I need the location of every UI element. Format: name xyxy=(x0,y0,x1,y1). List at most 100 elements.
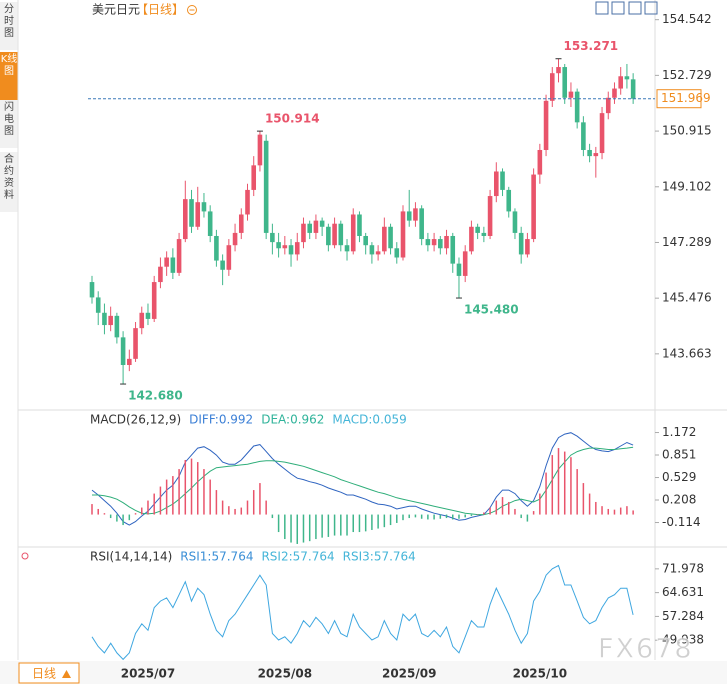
candle-body xyxy=(270,232,275,243)
candle-body xyxy=(506,189,512,212)
annotation: 153.271 xyxy=(564,39,619,53)
tool-icon[interactable] xyxy=(644,1,658,15)
candle-body xyxy=(238,214,244,233)
candle-body xyxy=(133,328,138,359)
indicator-icon[interactable] xyxy=(21,552,29,560)
macd-bar xyxy=(371,514,373,530)
candle-body xyxy=(226,245,232,270)
macd-bar xyxy=(408,514,410,519)
macd-bar xyxy=(526,514,529,522)
period-arrow xyxy=(62,670,71,678)
macd-bar xyxy=(252,490,255,515)
macd-bar xyxy=(427,514,429,520)
candle-body xyxy=(344,245,350,252)
candle-body xyxy=(319,220,325,227)
macd-bar xyxy=(221,500,224,515)
x-tick-label: 2025/10 xyxy=(513,667,567,681)
macd-bar xyxy=(545,472,547,515)
macd-bar xyxy=(563,451,566,515)
candle-body xyxy=(624,76,630,80)
macd-bar xyxy=(420,514,423,519)
tab-kline[interactable]: K线图 xyxy=(0,52,18,100)
candle-body xyxy=(207,211,213,236)
candle-body xyxy=(487,196,493,236)
legend-item: RSI2:57.764 xyxy=(261,550,334,564)
macd-bar xyxy=(302,514,305,543)
macd-bar xyxy=(476,514,479,516)
candle-body xyxy=(214,235,219,261)
candle-body xyxy=(388,226,393,249)
macd-bar xyxy=(172,476,174,515)
macd-bar xyxy=(97,508,99,515)
candle-body xyxy=(450,235,456,264)
y-tick-label: 143.663 xyxy=(662,346,712,360)
macd-bar xyxy=(613,509,616,515)
candle-body xyxy=(512,211,518,233)
macd-bar xyxy=(570,457,572,515)
candle-body xyxy=(245,189,250,215)
candle-body xyxy=(158,266,163,283)
tool-icon[interactable] xyxy=(595,1,609,15)
candle-body xyxy=(201,202,207,212)
candle-body xyxy=(102,312,107,326)
macd-bar xyxy=(333,514,336,536)
annotation: 145.480 xyxy=(464,303,519,317)
macd-bar xyxy=(539,493,541,515)
macd-bar xyxy=(352,514,354,533)
annotation: 142.680 xyxy=(128,389,183,403)
macd-bar xyxy=(141,507,143,515)
macd-bar xyxy=(464,514,466,518)
candle-body xyxy=(357,214,362,236)
macd-bar xyxy=(595,501,597,515)
candle-body xyxy=(350,214,356,252)
legend-item: RSI1:57.764 xyxy=(180,550,253,564)
candle-body xyxy=(568,91,574,98)
macd-bar xyxy=(240,507,243,515)
candle-body xyxy=(543,100,549,150)
tab-flash[interactable]: 闪电图 xyxy=(0,100,18,148)
macd-bar xyxy=(259,483,261,515)
x-tick-label: 2025/09 xyxy=(382,667,436,681)
candle-body xyxy=(475,226,480,233)
macd-bar xyxy=(91,504,93,515)
macd-bar xyxy=(588,493,591,515)
last-price-box xyxy=(656,89,702,109)
candle-body xyxy=(127,358,132,365)
candle-body xyxy=(618,76,623,89)
tab-timeshare[interactable]: 分时图 xyxy=(0,2,18,50)
period-label: 日线 xyxy=(32,667,56,681)
watermark: FX678 xyxy=(598,634,694,665)
candle-body xyxy=(282,245,288,249)
macd-bar xyxy=(501,497,504,515)
tab-contract[interactable]: 合约资料 xyxy=(0,152,18,212)
y-tick-label: 152.729 xyxy=(662,68,712,82)
macd-bar xyxy=(557,448,560,515)
candle-body xyxy=(183,199,188,240)
macd-bar xyxy=(203,469,205,515)
macd-bar xyxy=(346,514,348,536)
macd-bar xyxy=(452,514,454,520)
tool-icon[interactable] xyxy=(611,1,625,15)
tool-icon[interactable] xyxy=(628,1,642,15)
candle-body xyxy=(469,226,474,252)
candle-body xyxy=(114,315,120,338)
macd-bar xyxy=(284,514,286,540)
candle-body xyxy=(95,297,101,313)
candle-body xyxy=(89,282,95,298)
legend-item: MACD:0.059 xyxy=(332,413,406,427)
candle-body xyxy=(176,239,182,273)
macd-bar xyxy=(396,514,398,523)
macd-bar xyxy=(209,479,211,515)
x-tick-label: 2025/08 xyxy=(258,667,312,681)
x-tick-label: 2025/07 xyxy=(121,667,175,681)
y-tick-label: -0.114 xyxy=(662,515,701,529)
y-tick-label: 147.289 xyxy=(662,235,712,249)
candle-body xyxy=(419,208,424,240)
settings-icon[interactable] xyxy=(187,5,197,15)
candle-body xyxy=(431,239,437,246)
candle-body xyxy=(500,171,505,190)
candle-body xyxy=(301,223,306,243)
macd-bar xyxy=(109,514,112,519)
y-tick-label: 64.631 xyxy=(662,585,704,599)
